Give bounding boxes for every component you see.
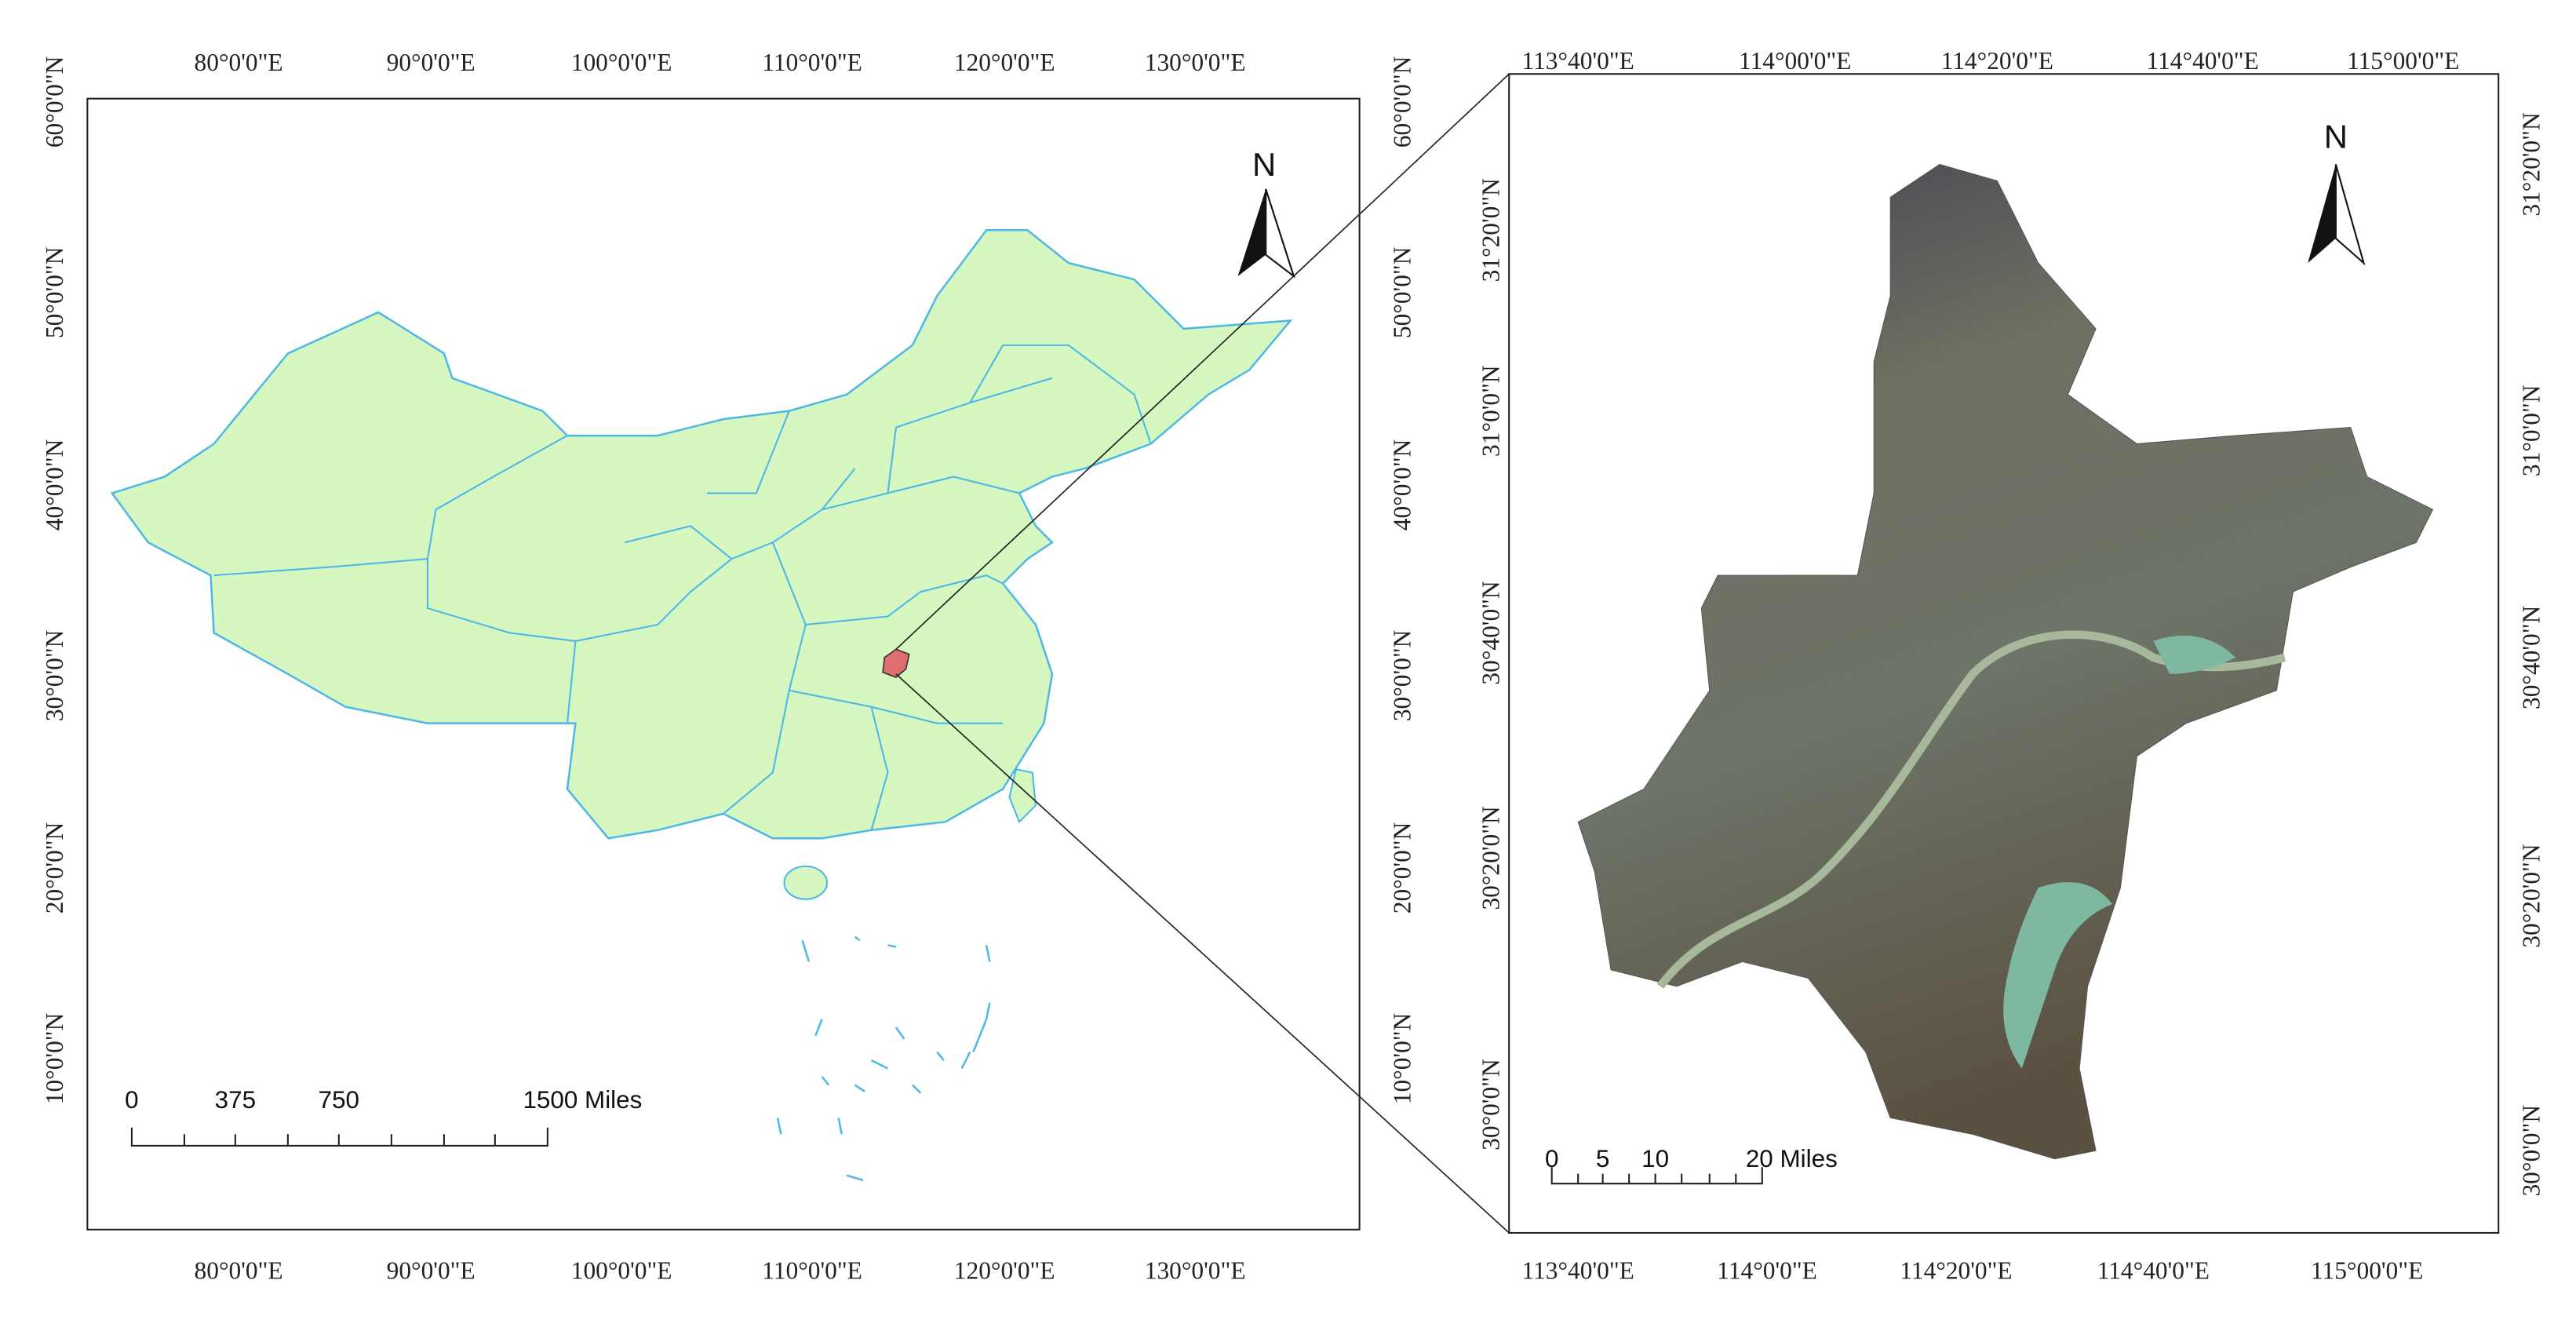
lake <box>2153 635 2236 674</box>
latitude-label: 20°0'0"N <box>1389 822 1416 914</box>
longitude-label: 113°40'0"E <box>1522 47 1634 75</box>
latitude-label: 30°0'0"N <box>41 630 68 722</box>
longitude-label: 114°0'0"E <box>1717 1257 1817 1285</box>
latitude-label: 40°0'0"N <box>41 439 68 531</box>
latitude-label: 30°20'0"N <box>2518 844 2545 947</box>
longitude-label: 113°40'0"E <box>1522 1257 1634 1285</box>
longitude-label: 114°40'0"E <box>2147 47 2259 75</box>
longitude-label: 100°0'0"E <box>571 1257 672 1285</box>
islands <box>776 935 991 1182</box>
taiwan <box>1008 768 1037 824</box>
longitude-label: 130°0'0"E <box>1145 1257 1246 1285</box>
longitude-label: 120°0'0"E <box>954 49 1055 76</box>
hainan <box>783 865 828 900</box>
latitude-label: 30°40'0"N <box>1477 581 1505 684</box>
scale-label: 1500 Miles <box>523 1086 642 1114</box>
longitude-label: 110°0'0"E <box>762 49 862 76</box>
north-arrow: N <box>2308 119 2366 266</box>
latitude-label: 31°0'0"N <box>2518 385 2545 477</box>
scale-label: 375 <box>215 1086 256 1114</box>
longitude-label: 114°20'0"E <box>1900 1257 2012 1285</box>
scale-label: 750 <box>319 1086 359 1114</box>
latitude-label: 30°0'0"N <box>2518 1105 2545 1197</box>
labels: 80°0'0"E 90°0'0"E 100°0'0"E 110°0'0"E 120°0'… <box>41 47 2545 1285</box>
scale-label: 20 Miles <box>1746 1145 1838 1172</box>
longitude-label: 114°20'0"E <box>1941 47 2053 75</box>
north-label: N <box>2324 119 2348 155</box>
scale-bar <box>1550 1167 1763 1185</box>
zoom-line <box>895 673 1510 1234</box>
lake <box>2003 882 2112 1069</box>
zoom-line <box>895 73 1510 650</box>
latitude-label: 50°0'0"N <box>1389 247 1416 339</box>
scale-label: 0 <box>1545 1145 1558 1172</box>
china-map <box>110 228 1293 1182</box>
latitude-label: 30°20'0"N <box>1477 806 1505 910</box>
latitude-label: 10°0'0"N <box>1389 1013 1416 1105</box>
wuhan-map <box>1577 163 2434 1160</box>
longitude-label: 115°00'0"E <box>2311 1257 2423 1285</box>
latitude-label: 30°0'0"N <box>1389 630 1416 722</box>
latitude-label: 60°0'0"N <box>1389 57 1416 148</box>
latitude-label: 31°0'0"N <box>1477 365 1505 457</box>
longitude-label: 120°0'0"E <box>954 1257 1055 1285</box>
scale-label: 5 <box>1596 1145 1609 1172</box>
longitude-label: 90°0'0"E <box>387 49 475 76</box>
longitude-label: 110°0'0"E <box>762 1257 862 1285</box>
scale-label: 10 <box>1641 1145 1669 1172</box>
latitude-label: 10°0'0"N <box>41 1013 68 1105</box>
longitude-label: 114°40'0"E <box>2097 1257 2210 1285</box>
longitude-label: 90°0'0"E <box>387 1257 475 1285</box>
province-borders <box>213 344 1152 831</box>
north-label: N <box>1252 146 1276 183</box>
longitude-label: 80°0'0"E <box>195 49 283 76</box>
longitude-label: 100°0'0"E <box>571 49 672 76</box>
satellite-image <box>1577 163 2434 1160</box>
longitude-label: 80°0'0"E <box>195 1257 283 1285</box>
latitude-label: 31°20'0"N <box>1477 178 1505 282</box>
latitude-label: 30°0'0"N <box>1477 1059 1505 1150</box>
longitude-label: 130°0'0"E <box>1145 49 1246 76</box>
latitude-label: 20°0'0"N <box>41 822 68 914</box>
scale-bar <box>130 1127 548 1147</box>
latitude-label: 50°0'0"N <box>41 247 68 339</box>
longitude-label: 114°00'0"E <box>1739 47 1851 75</box>
latitude-label: 31°20'0"N <box>2518 112 2545 216</box>
latitude-label: 60°0'0"N <box>41 57 68 148</box>
scale-label: 0 <box>125 1086 138 1114</box>
longitude-label: 115°00'0"E <box>2347 47 2459 75</box>
latitude-label: 30°40'0"N <box>2518 606 2545 709</box>
latitude-label: 40°0'0"N <box>1389 439 1416 531</box>
